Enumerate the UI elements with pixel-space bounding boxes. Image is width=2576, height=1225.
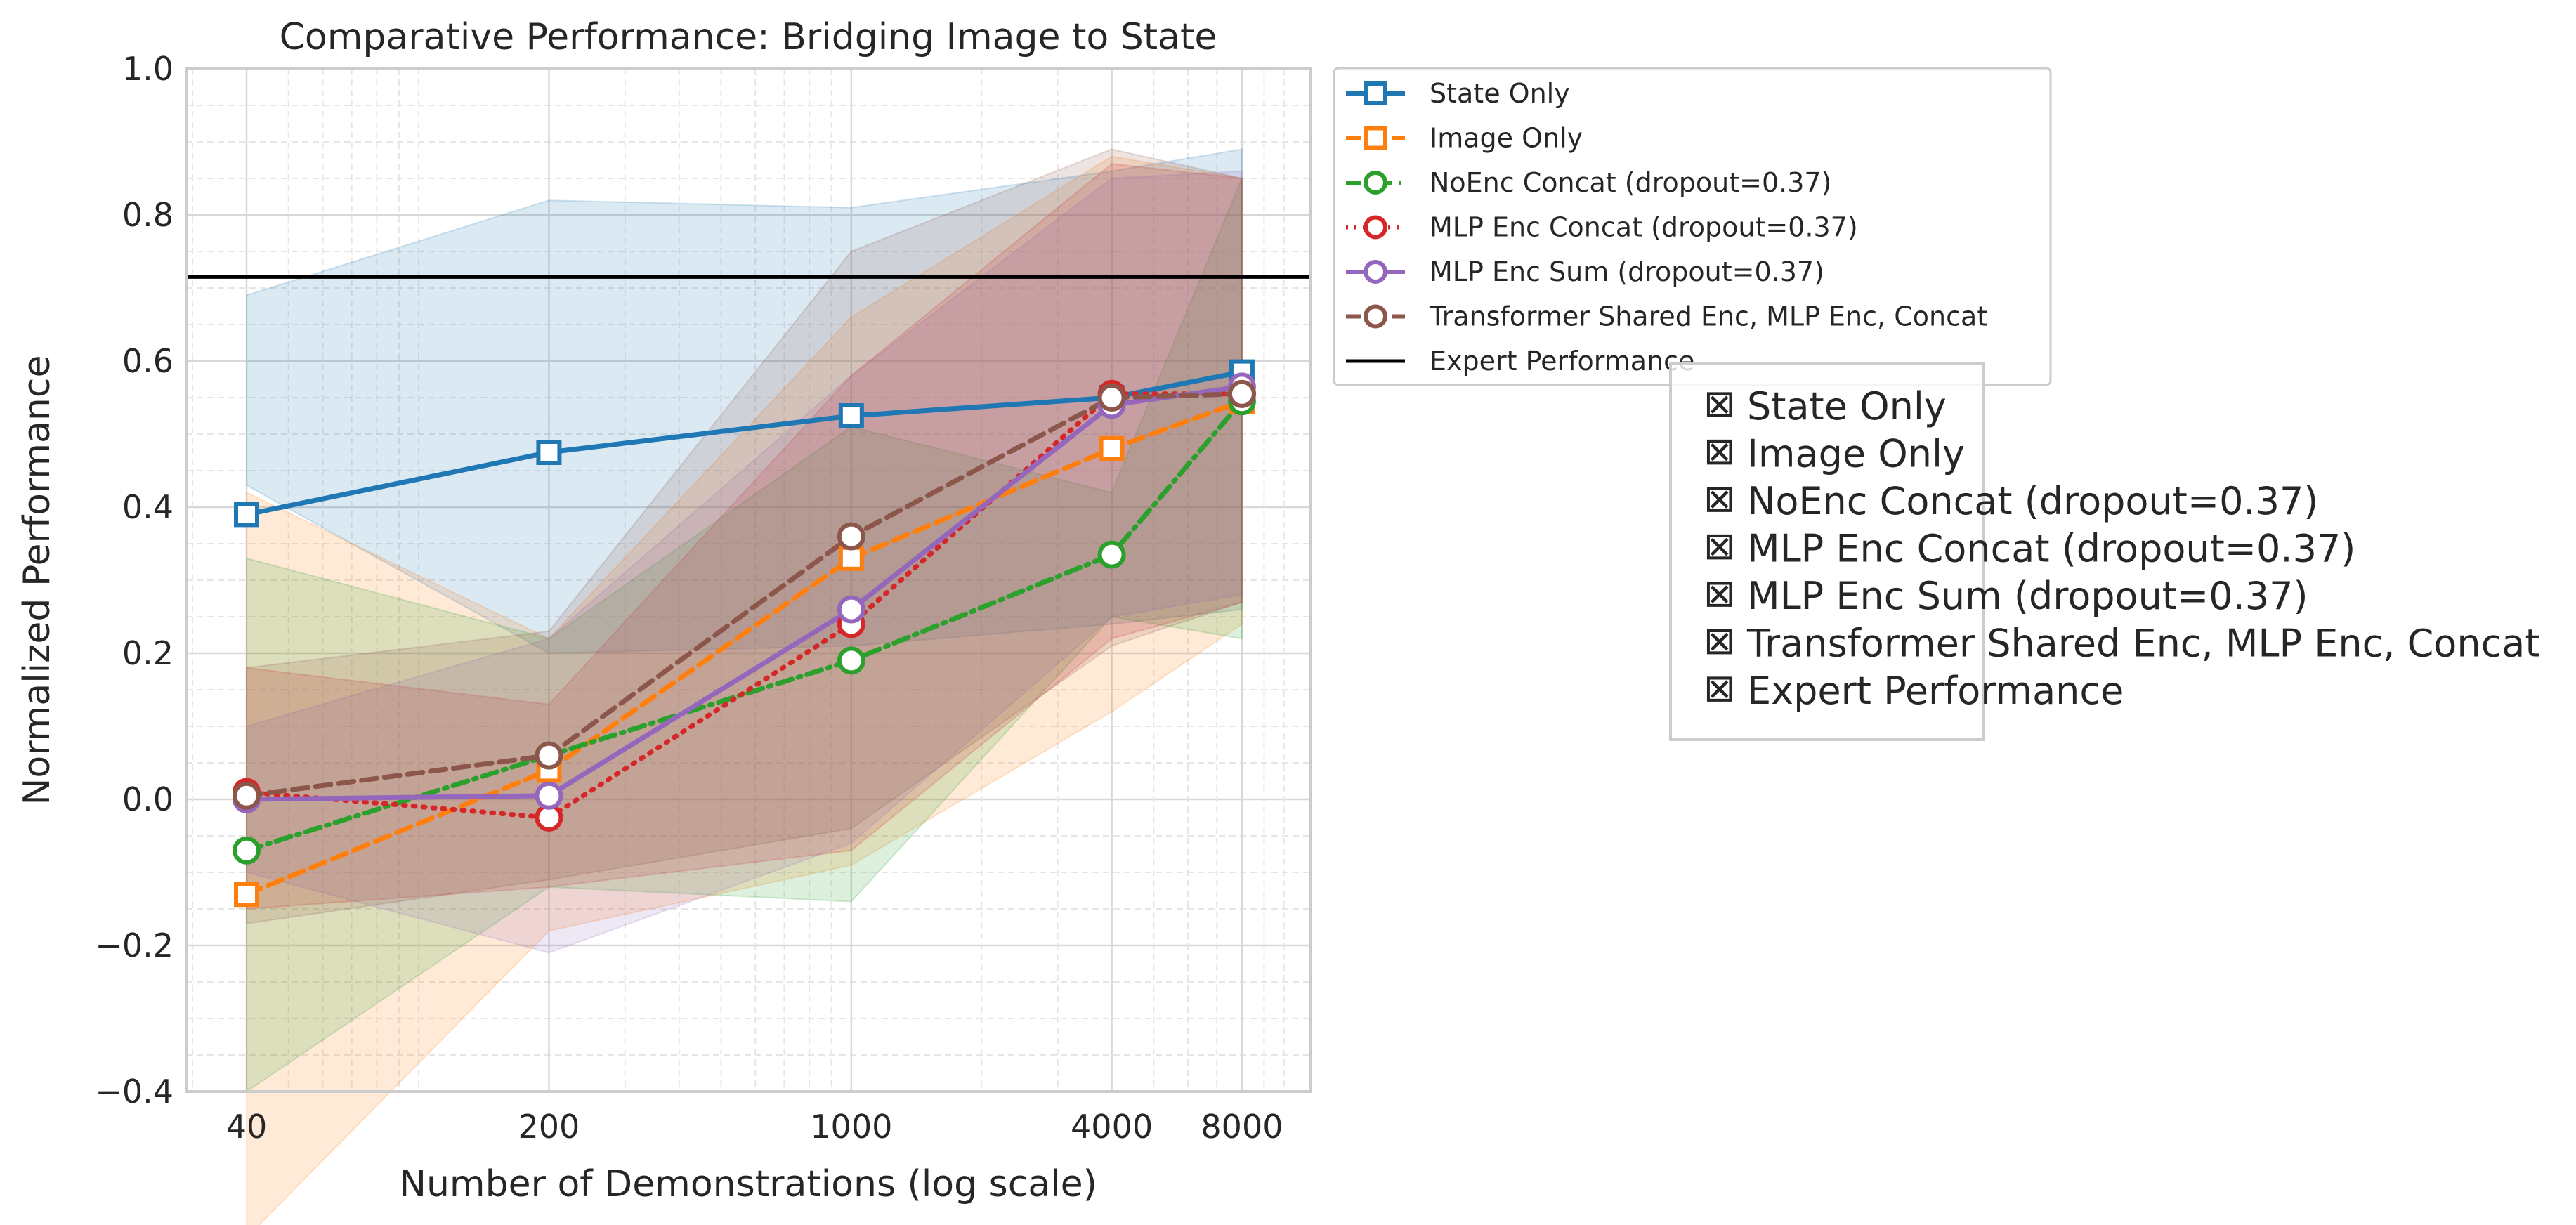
legend-label: MLP Enc Concat (dropout=0.37) <box>1430 212 1858 243</box>
band-Transformer Shared Enc, MLP Enc, Concat <box>246 148 1243 924</box>
legend-label: State Only <box>1430 78 1570 109</box>
legend-checkbox-icon: ⊠ <box>1704 476 1735 520</box>
band-MLP Enc Sum (dropout=0.37) <box>246 170 1243 954</box>
data-point <box>837 522 865 551</box>
data-point <box>837 595 865 624</box>
data-point <box>535 781 563 810</box>
legend-marker <box>1364 126 1387 150</box>
data-point <box>837 646 865 675</box>
data-point <box>1097 384 1126 412</box>
y-tick-label: 0.0 <box>122 780 174 818</box>
y-tick-label: −0.2 <box>95 926 174 964</box>
band-Image Only <box>246 155 1243 1225</box>
secondary-legend: ⊠ State Only ⊠ Image Only ⊠ NoEnc Concat (dro… <box>1669 362 2540 741</box>
legend-marker <box>1364 81 1387 105</box>
legend-label: Image Only <box>1430 123 1583 154</box>
grid <box>186 67 1310 1093</box>
secondary-legend-label: NoEnc Concat (dropout=0.37) <box>1747 479 2318 523</box>
legend-marker <box>1364 260 1387 284</box>
secondary-legend-label: Transformer Shared Enc, MLP Enc, Concat <box>1746 622 2540 666</box>
legend: State Only Image Only NoEnc Concat (dropou… <box>1333 67 2052 386</box>
secondary-legend-label: State Only <box>1747 384 1947 428</box>
legend-label: NoEnc Concat (dropout=0.37) <box>1430 167 1831 198</box>
y-axis-label: Normalized Performance <box>16 355 58 806</box>
plot-frame <box>185 67 1312 1093</box>
legend-marker <box>1364 171 1387 195</box>
data-point <box>1227 379 1256 408</box>
legend-marker <box>1364 304 1387 329</box>
legend-marker <box>1364 215 1387 240</box>
secondary-legend-label: Image Only <box>1747 432 1965 476</box>
x-axis-label: Number of Demonstrations (log scale) <box>399 1163 1097 1205</box>
legend-checkbox-icon: ⊠ <box>1704 429 1735 473</box>
data-point <box>536 440 562 465</box>
y-tick-label: 0.8 <box>122 196 174 234</box>
secondary-legend-label: MLP Enc Concat (dropout=0.37) <box>1747 527 2355 571</box>
secondary-legend-label: Expert Performance <box>1747 669 2124 713</box>
legend-checkbox-icon: ⊠ <box>1704 524 1735 568</box>
x-tick-label: 200 <box>518 1108 580 1146</box>
secondary-legend-label: MLP Enc Sum (dropout=0.37) <box>1747 574 2308 618</box>
y-tick-label: 1.0 <box>122 50 174 88</box>
x-tick-label: 1000 <box>810 1108 892 1146</box>
data-point <box>233 781 261 810</box>
legend-label: Transformer Shared Enc, MLP Enc, Concat <box>1429 301 1987 332</box>
series-markers <box>233 359 1256 908</box>
legend-label: MLP Enc Sum (dropout=0.37) <box>1430 256 1824 287</box>
legend-checkbox-icon: ⊠ <box>1704 619 1735 663</box>
tick-labels: −0.4 −0.2 0.0 0.2 0.4 0.6 0.8 1.0 40 200 1000 4000 8… <box>95 50 1283 1146</box>
y-tick-label: 0.4 <box>122 488 174 526</box>
data-point <box>233 836 261 865</box>
data-point <box>838 545 864 571</box>
y-tick-label: −0.4 <box>95 1073 174 1111</box>
legend-checkbox-icon: ⊠ <box>1704 381 1735 426</box>
data-point <box>234 882 260 908</box>
x-tick-label: 4000 <box>1071 1108 1153 1146</box>
legend-label: Expert Performance <box>1430 346 1694 376</box>
y-tick-label: 0.6 <box>122 342 174 380</box>
band-State Only <box>246 148 1243 655</box>
data-point <box>234 502 260 528</box>
y-tick-label: 0.2 <box>122 634 174 672</box>
band-MLP Enc Concat (dropout=0.37) <box>246 163 1243 910</box>
x-tick-label: 8000 <box>1201 1108 1283 1146</box>
data-point <box>1099 435 1125 461</box>
legend-checkbox-icon: ⊠ <box>1704 666 1735 710</box>
x-tick-label: 40 <box>226 1108 268 1146</box>
secondary-legend-box <box>1669 362 1985 741</box>
data-point <box>838 403 864 428</box>
chart-title: Comparative Performance: Bridging Image … <box>280 16 1217 58</box>
legend-checkbox-icon: ⊠ <box>1704 571 1735 615</box>
data-point <box>1097 540 1126 569</box>
data-point <box>535 741 563 770</box>
